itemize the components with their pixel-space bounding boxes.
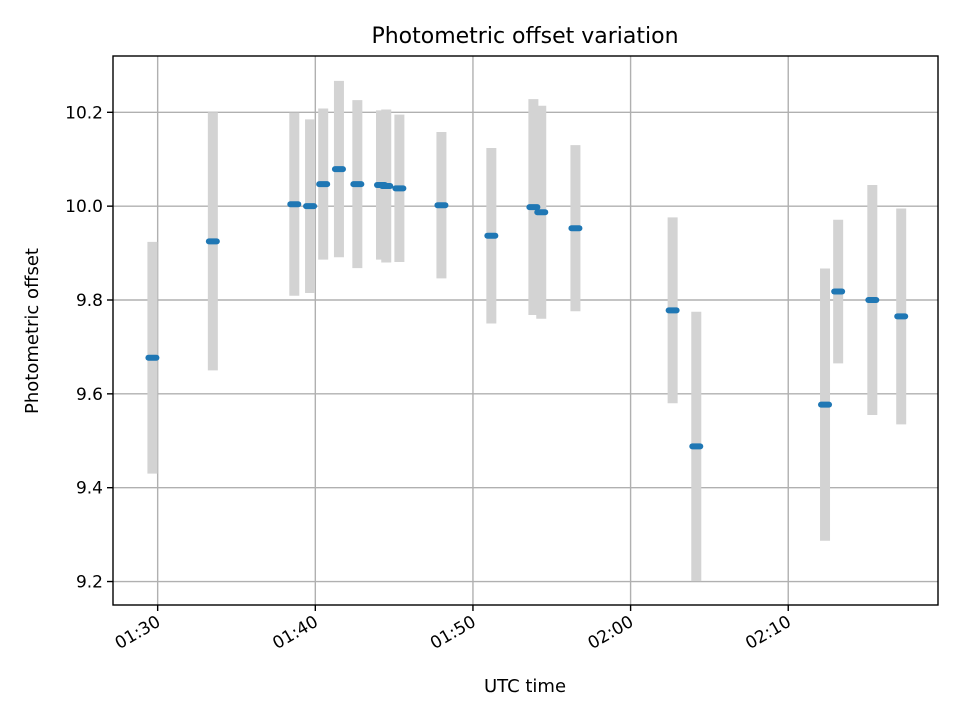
data-points (145, 166, 909, 450)
y-tick-label: 10.0 (65, 197, 103, 217)
plot-frame (112, 55, 939, 606)
y-tick-label: 9.6 (76, 385, 103, 405)
y-tick-label: 9.4 (76, 479, 103, 499)
x-axis-label: UTC time (484, 676, 566, 697)
y-axis-label: Photometric offset (22, 248, 43, 414)
y-tick-label: 10.2 (65, 103, 103, 123)
y-tick-label: 9.8 (76, 291, 103, 311)
grid (113, 56, 938, 605)
chart-title: Photometric offset variation (371, 24, 678, 49)
y-tick-label: 9.2 (76, 573, 103, 593)
